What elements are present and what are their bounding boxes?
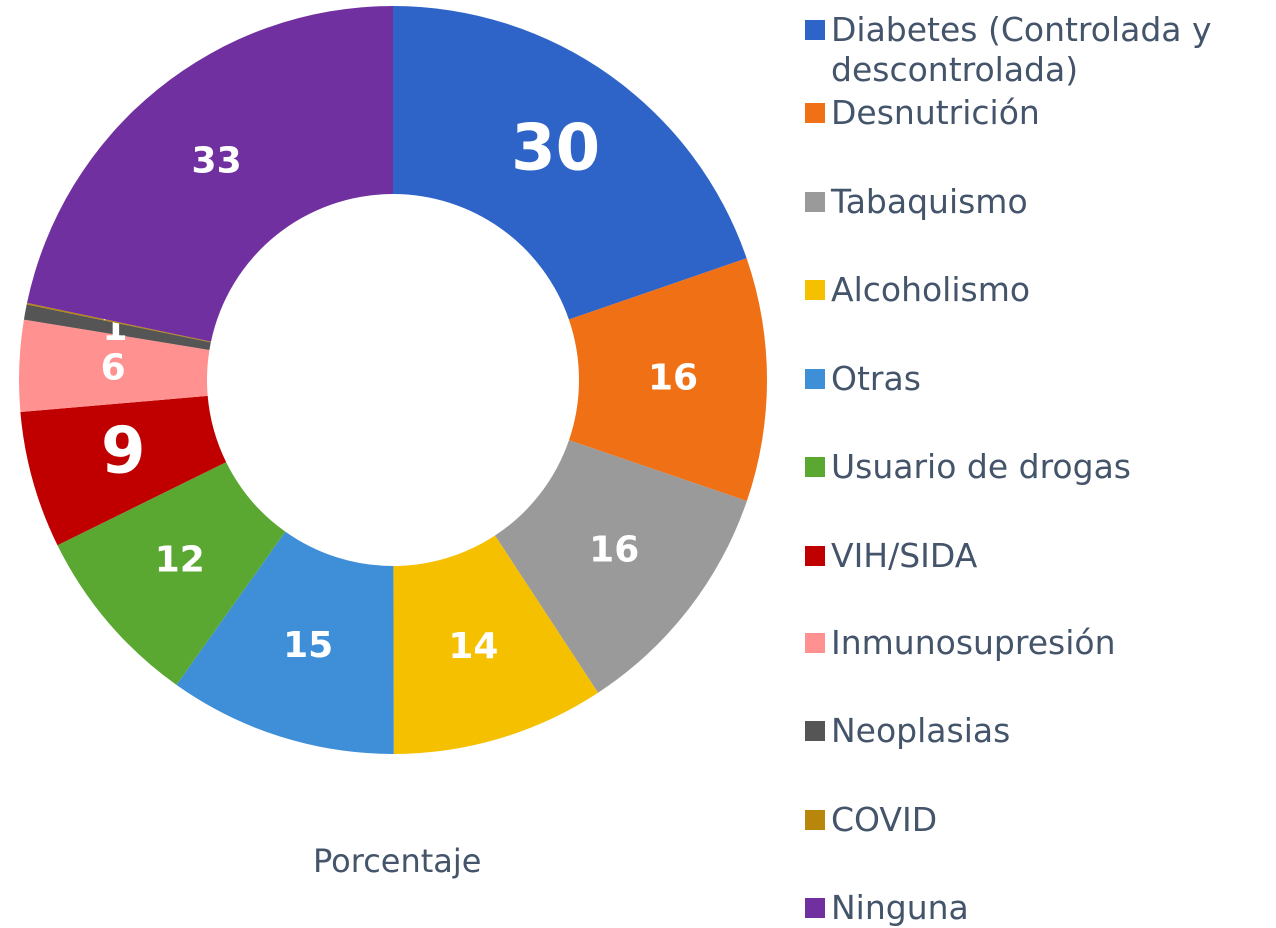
legend-label: Alcoholismo	[831, 270, 1030, 310]
legend-label: Diabetes (Controlada y descontrolada)	[831, 10, 1261, 90]
legend-item: Alcoholismo	[805, 270, 1275, 310]
legend-item: Desnutrición	[805, 93, 1275, 133]
legend-label: Usuario de drogas	[831, 447, 1131, 487]
legend-label: Otras	[831, 359, 921, 399]
legend-swatch	[805, 20, 825, 40]
legend-label: VIH/SIDA	[831, 536, 977, 576]
legend-item: Ninguna	[805, 888, 1275, 928]
data-label: 33	[192, 141, 242, 182]
data-label: 6	[101, 347, 126, 388]
data-label: 30	[511, 112, 600, 186]
data-label: 12	[155, 540, 205, 581]
legend-swatch	[805, 546, 825, 566]
data-label: 14	[448, 626, 498, 667]
legend-label: Ninguna	[831, 888, 969, 928]
legend-item: Inmunosupresión	[805, 623, 1275, 663]
legend-item: Neoplasias	[805, 711, 1275, 751]
legend-swatch	[805, 192, 825, 212]
legend-label: Neoplasias	[831, 711, 1010, 751]
data-label: 15	[283, 625, 333, 666]
legend-label: Desnutrición	[831, 93, 1040, 133]
legend-label: Tabaquismo	[831, 182, 1028, 222]
legend-swatch	[805, 898, 825, 918]
legend-swatch	[805, 721, 825, 741]
data-label: 16	[648, 358, 698, 399]
data-label: 9	[101, 415, 146, 489]
legend-item: Otras	[805, 359, 1275, 399]
data-label: 16	[589, 530, 639, 571]
chart: 3016161415129610.133	[0, 0, 790, 927]
legend-label: Inmunosupresión	[831, 623, 1115, 663]
legend-swatch	[805, 103, 825, 123]
legend-item: VIH/SIDA	[805, 536, 1275, 576]
legend-swatch	[805, 280, 825, 300]
legend-swatch	[805, 633, 825, 653]
legend-item: COVID	[805, 800, 1275, 840]
legend-label: COVID	[831, 800, 937, 840]
legend-item: Tabaquismo	[805, 182, 1275, 222]
legend-swatch	[805, 457, 825, 477]
legend-swatch	[805, 810, 825, 830]
chart-title: Porcentaje	[313, 842, 481, 880]
legend-item: Usuario de drogas	[805, 447, 1275, 487]
legend-swatch	[805, 369, 825, 389]
legend-item: Diabetes (Controlada y descontrolada)	[805, 10, 1275, 90]
page: 3016161415129610.133 Porcentaje Diabetes…	[0, 0, 1276, 927]
